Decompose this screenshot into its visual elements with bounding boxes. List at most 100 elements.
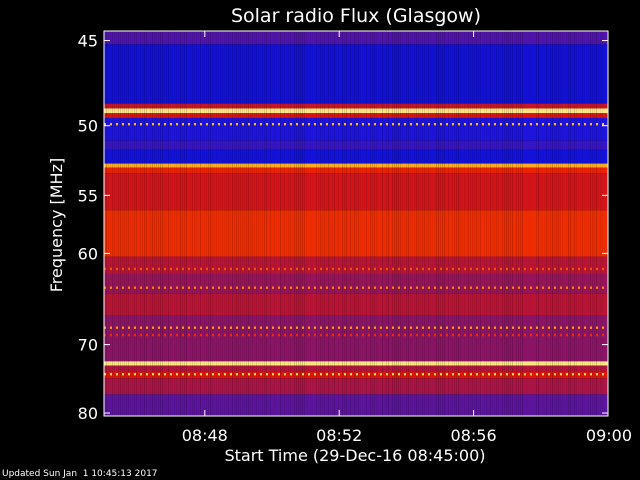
y-tick-label: 55 bbox=[78, 186, 98, 205]
texture-streak bbox=[282, 31, 283, 416]
texture-streak bbox=[364, 31, 365, 416]
texture-streak bbox=[420, 31, 421, 416]
x-tick-label: 09:00 bbox=[586, 426, 632, 445]
texture-streak bbox=[350, 31, 351, 416]
texture-streak bbox=[476, 31, 477, 416]
texture-streak bbox=[138, 31, 139, 416]
texture-streak bbox=[298, 31, 299, 416]
heatmap-area bbox=[104, 31, 608, 416]
texture-streak bbox=[240, 31, 241, 416]
texture-streak bbox=[316, 31, 317, 416]
texture-streak bbox=[318, 31, 319, 416]
texture-streak bbox=[404, 31, 405, 416]
texture-streak bbox=[598, 31, 599, 416]
texture-streak bbox=[250, 31, 251, 416]
texture-streak bbox=[324, 31, 325, 416]
texture-streak bbox=[296, 31, 297, 416]
x-tick-label: 08:48 bbox=[182, 426, 228, 445]
texture-streak bbox=[494, 31, 495, 416]
texture-streak bbox=[134, 31, 135, 416]
texture-streak bbox=[518, 31, 519, 416]
texture-streak bbox=[372, 31, 373, 416]
band-11 bbox=[104, 210, 608, 257]
texture-streak bbox=[312, 31, 313, 416]
texture-streak bbox=[214, 31, 215, 416]
texture-streak bbox=[256, 31, 257, 416]
texture-streak bbox=[394, 31, 395, 416]
texture-streak bbox=[280, 31, 281, 416]
texture-streak bbox=[520, 31, 521, 416]
texture-streak bbox=[516, 31, 517, 416]
texture-streak bbox=[500, 31, 501, 416]
texture-streak bbox=[260, 31, 261, 416]
texture-streak bbox=[542, 31, 543, 416]
texture-streak bbox=[482, 31, 483, 416]
chart-title: Solar radio Flux (Glasgow) bbox=[231, 5, 481, 27]
texture-streak bbox=[602, 31, 603, 416]
texture-streak bbox=[456, 31, 457, 416]
band-4 bbox=[104, 113, 608, 118]
texture-streak bbox=[188, 31, 189, 416]
texture-streak bbox=[238, 31, 239, 416]
texture-streak bbox=[446, 31, 447, 416]
texture-streak bbox=[306, 31, 307, 416]
texture-streak bbox=[224, 31, 225, 416]
texture-streak bbox=[522, 31, 523, 416]
texture-streak bbox=[498, 31, 499, 416]
texture-streak bbox=[360, 31, 361, 416]
band-8 bbox=[104, 163, 608, 168]
texture-streak bbox=[354, 31, 355, 416]
texture-streak bbox=[438, 31, 439, 416]
texture-streak bbox=[596, 31, 597, 416]
texture-streak bbox=[124, 31, 125, 416]
texture-streak bbox=[218, 31, 219, 416]
texture-streak bbox=[422, 31, 423, 416]
texture-streak bbox=[182, 31, 183, 416]
texture-streak bbox=[158, 31, 159, 416]
texture-streak bbox=[120, 31, 121, 416]
y-tick-label: 45 bbox=[78, 32, 98, 51]
texture-streak bbox=[202, 31, 203, 416]
texture-streak bbox=[206, 31, 207, 416]
texture-streak bbox=[554, 31, 555, 416]
texture-streak bbox=[356, 31, 357, 416]
texture-streak bbox=[232, 31, 233, 416]
texture-streak bbox=[334, 31, 335, 416]
texture-streak bbox=[268, 31, 269, 416]
texture-streak bbox=[352, 31, 353, 416]
texture-streak bbox=[444, 31, 445, 416]
x-axis-label: Start Time (29-Dec-16 08:45:00) bbox=[224, 446, 485, 465]
texture-streak bbox=[460, 31, 461, 416]
band-19 bbox=[104, 378, 608, 395]
texture-streak bbox=[430, 31, 431, 416]
texture-streak bbox=[150, 31, 151, 416]
texture-streak bbox=[108, 31, 109, 416]
texture-streak bbox=[396, 31, 397, 416]
texture-streak bbox=[454, 31, 455, 416]
texture-streak bbox=[572, 31, 573, 416]
texture-streak bbox=[270, 31, 271, 416]
band-20 bbox=[104, 394, 608, 416]
texture-streak bbox=[170, 31, 171, 416]
texture-streak bbox=[236, 31, 237, 416]
texture-streak bbox=[168, 31, 169, 416]
texture-streak bbox=[384, 31, 385, 416]
texture-streak bbox=[208, 31, 209, 416]
texture-streak bbox=[198, 31, 199, 416]
texture-streak bbox=[194, 31, 195, 416]
texture-streak bbox=[246, 31, 247, 416]
texture-streak bbox=[560, 31, 561, 416]
texture-streak bbox=[176, 31, 177, 416]
texture-streak bbox=[190, 31, 191, 416]
texture-streak bbox=[290, 31, 291, 416]
texture-streak bbox=[160, 31, 161, 416]
texture-streak bbox=[412, 31, 413, 416]
texture-streak bbox=[368, 31, 369, 416]
texture-streak bbox=[506, 31, 507, 416]
texture-streak bbox=[496, 31, 497, 416]
texture-streak bbox=[458, 31, 459, 416]
texture-streak bbox=[286, 31, 287, 416]
texture-streak bbox=[130, 31, 131, 416]
texture-streak bbox=[606, 31, 607, 416]
